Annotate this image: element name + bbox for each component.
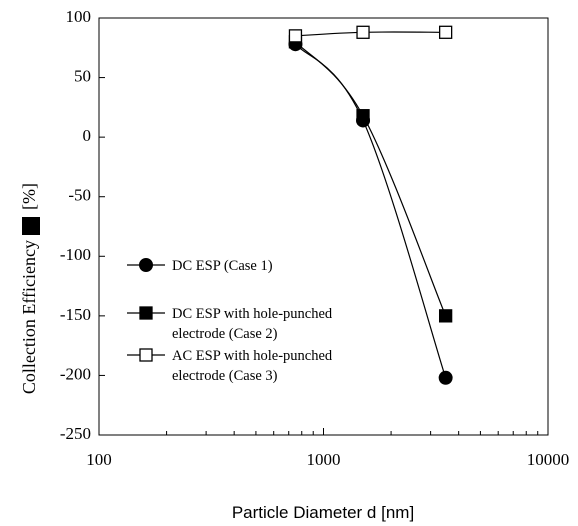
series-3-line (295, 31, 446, 37)
y-tick-label: -200 (60, 364, 91, 383)
series-1 (288, 37, 453, 385)
x-axis-ticks: 100 1000 10000 (86, 428, 569, 469)
series-1-line (295, 43, 447, 378)
y-tick-label: -100 (60, 245, 91, 264)
y-tick-label: 50 (74, 66, 91, 85)
x-axis-label: Particle Diameter d [nm] (232, 503, 414, 522)
x-tick-label: 1000 (307, 450, 341, 469)
x-tick-label: 10000 (527, 450, 570, 469)
y-tick-label: 100 (66, 7, 92, 26)
legend-label: DC ESP with hole-punched (172, 306, 333, 322)
y-axis-label-group: Collection Efficiency [%] (19, 183, 40, 394)
series-3-point (438, 25, 453, 39)
y-tick-label: -250 (60, 424, 91, 443)
legend-item-3: AC ESP with hole-punched electrode (Case … (127, 348, 333, 384)
series-3 (288, 25, 453, 43)
series-3-point (288, 29, 303, 43)
series-3-point (356, 25, 370, 39)
legend-item-2: DC ESP with hole-punched electrode (Case … (127, 306, 333, 342)
y-axis-label: Collection Efficiency (19, 240, 39, 394)
y-axis-label-block (22, 217, 40, 235)
plot-area (98, 17, 549, 436)
series-2-line (295, 41, 447, 317)
y-axis-unit: [%] (19, 183, 39, 210)
y-tick-label: 0 (83, 126, 92, 145)
series-2-point (356, 109, 370, 123)
y-tick-label: -50 (68, 186, 91, 205)
x-tick-label: 100 (86, 450, 112, 469)
legend-label: DC ESP (Case 1) (172, 258, 273, 274)
legend: DC ESP (Case 1) DC ESP with hole-punched e… (127, 258, 333, 384)
series-layer (288, 25, 453, 385)
legend-label: AC ESP with hole-punched (172, 348, 333, 364)
legend-marker (139, 348, 153, 362)
legend-label: electrode (Case 2) (172, 326, 278, 342)
legend-marker (139, 306, 153, 320)
y-tick-label: -150 (60, 305, 91, 324)
series-1-point (438, 370, 453, 385)
legend-label: electrode (Case 3) (172, 368, 278, 384)
legend-item-1: DC ESP (Case 1) (127, 258, 273, 274)
series-2 (288, 35, 453, 323)
series-2-point (438, 309, 453, 323)
legend-marker (139, 258, 153, 272)
y-axis-ticks: 100 50 0 -50 -100 -150 -200 -250 (60, 7, 105, 443)
